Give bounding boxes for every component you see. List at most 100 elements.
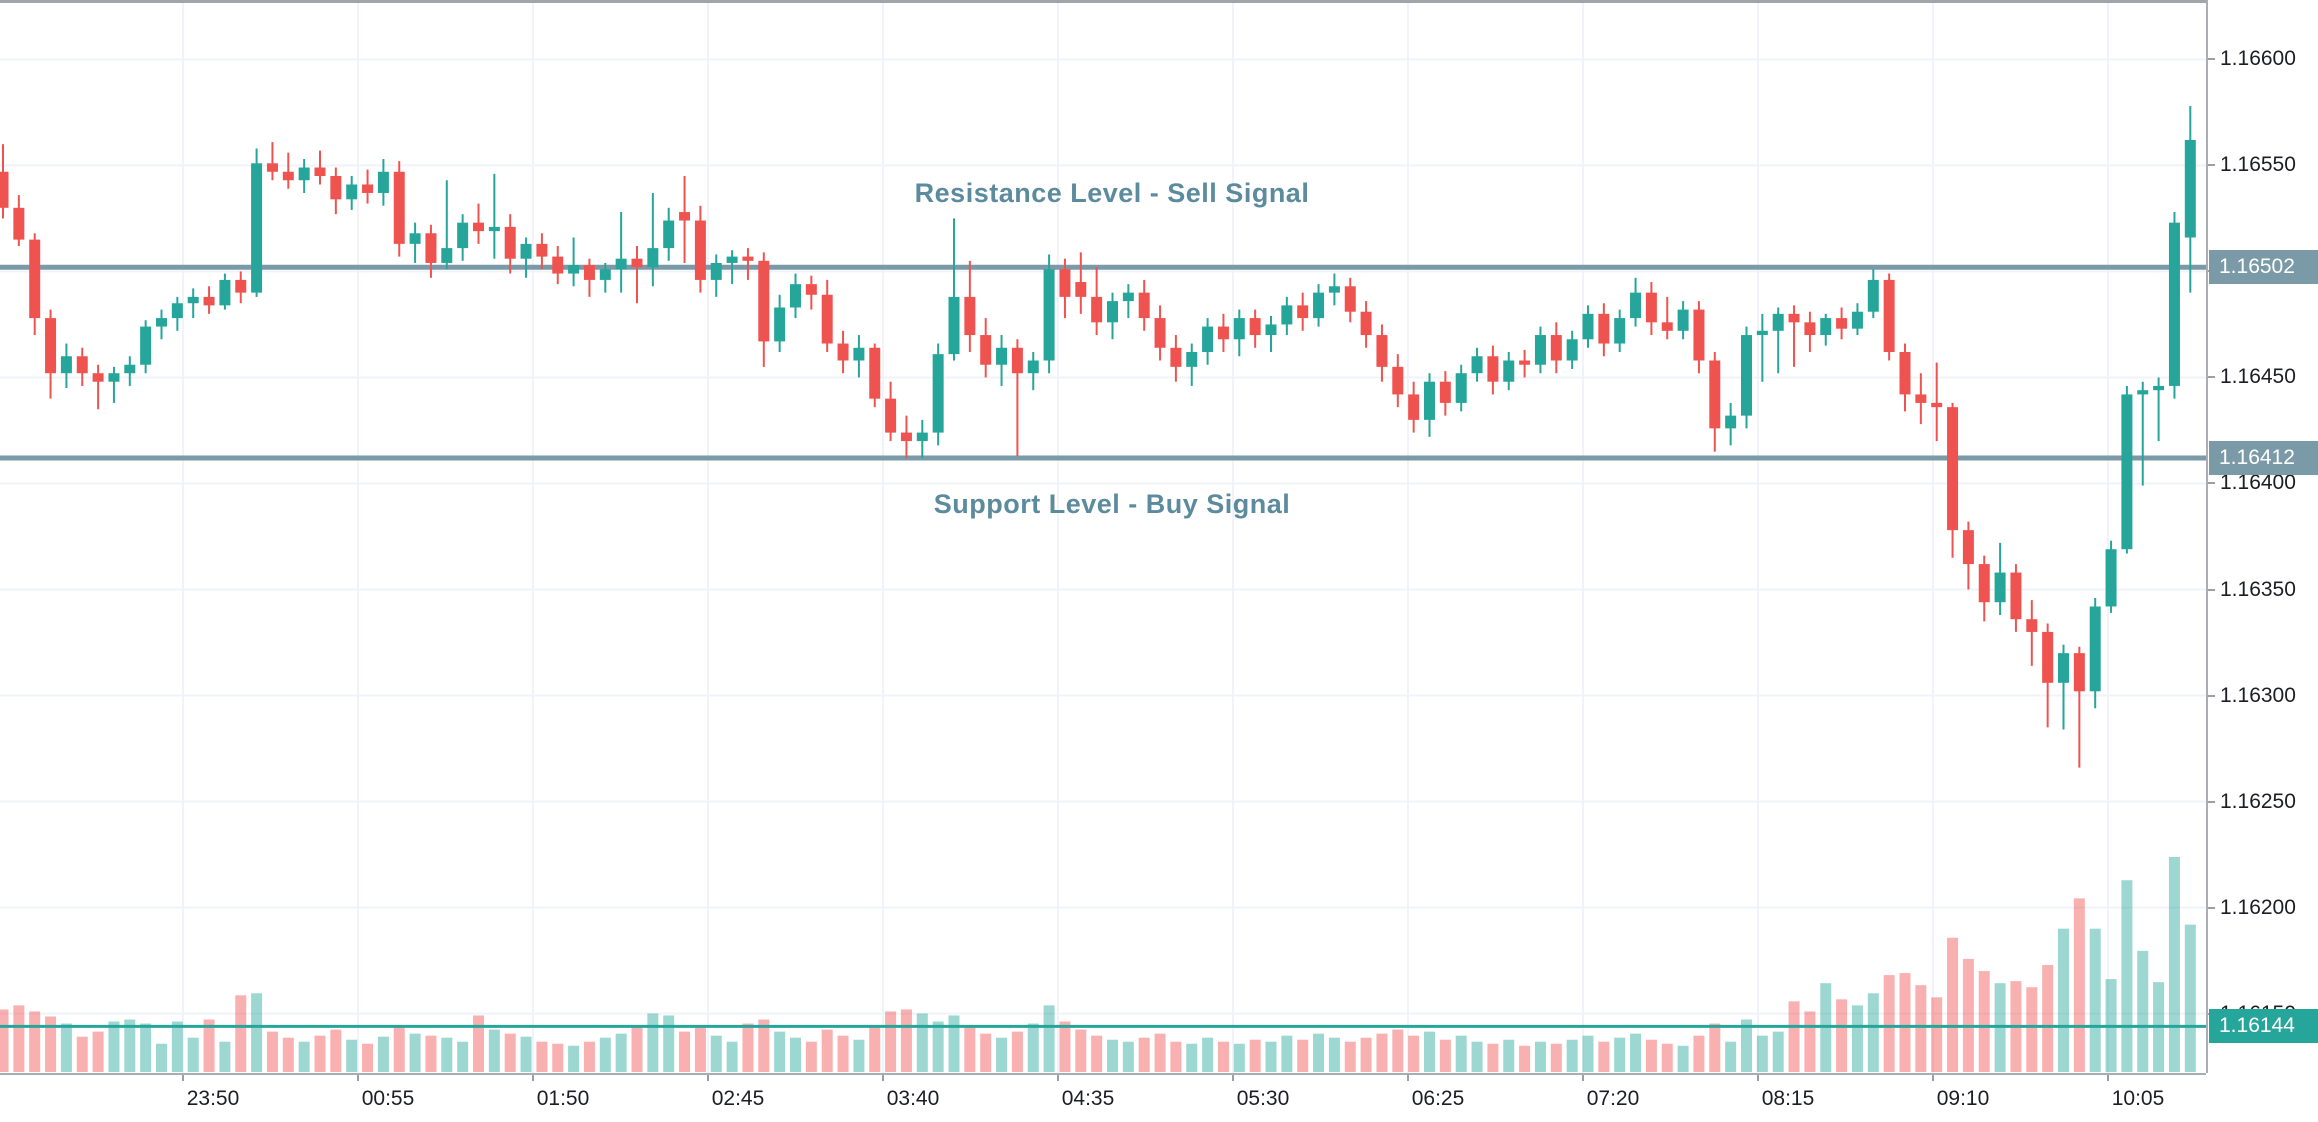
candle-body [1677, 309, 1689, 331]
candle-body [1170, 347, 1182, 367]
volume-bar [1376, 1033, 1388, 1072]
volume-bar [2073, 898, 2085, 1072]
volume-bar [552, 1043, 564, 1072]
volume-bar [504, 1033, 516, 1072]
time-tick [182, 1075, 184, 1081]
volume-bar [187, 1037, 199, 1072]
candle-body [1408, 394, 1420, 420]
volume-bar [1059, 1021, 1071, 1072]
candle-body [1202, 326, 1214, 353]
candle-body [964, 296, 976, 336]
time-tick-label: 10:05 [2111, 1087, 2165, 1110]
pane-top-border [0, 0, 2318, 3]
volume-bar [203, 1019, 215, 1072]
volume-bar [1851, 1005, 1863, 1072]
volume-bar [2058, 928, 2069, 1072]
volume-bar [235, 995, 247, 1072]
volume-bar [1836, 999, 1848, 1072]
volume-bar [520, 1036, 532, 1072]
candle-body [1899, 352, 1911, 395]
candle-body [996, 347, 1008, 365]
candle-body [536, 243, 548, 257]
candle-body [1503, 360, 1515, 382]
price-tick-label: 1.16250 [2220, 789, 2296, 813]
volume-bar [599, 1037, 611, 1072]
candle-body [235, 279, 247, 293]
candle-body [1756, 330, 1768, 336]
candle-body [790, 284, 801, 308]
candle-body [92, 373, 104, 382]
volume-bar [1202, 1037, 1214, 1072]
volume-bar [568, 1045, 580, 1072]
volume-bar [853, 1039, 865, 1072]
volume-bar [916, 1013, 928, 1072]
volume-bar [790, 1037, 801, 1072]
price-tick-label: 1.16550 [2220, 153, 2296, 177]
time-tick-label: 23:50 [186, 1087, 240, 1110]
candle-body [156, 318, 167, 327]
volume-bar [1614, 1037, 1626, 1072]
volume-bar [1741, 1019, 1752, 1072]
candle-body [330, 176, 342, 200]
candle-body [187, 296, 199, 304]
volume-bar [663, 1015, 675, 1072]
level-lines[interactable] [0, 264, 2206, 1028]
candle-body [1186, 352, 1198, 367]
price-axis[interactable]: 1.166001.165501.165001.164501.164001.163… [2206, 0, 2318, 1073]
candle-body [60, 356, 72, 374]
candle-body [1075, 282, 1087, 297]
candle-body [441, 248, 453, 263]
volume-bar [0, 1009, 9, 1072]
candle-body [1741, 335, 1752, 416]
candle-body [298, 167, 310, 181]
volume-bar [13, 1005, 25, 1072]
candle-body [2105, 549, 2117, 607]
price-tick [2208, 58, 2215, 61]
volume-bar [2184, 924, 2196, 1072]
candle-body [805, 284, 817, 295]
volume-bar [1645, 1039, 1657, 1072]
volume-bar [488, 1029, 500, 1072]
candle-body [393, 171, 405, 244]
price-tick-label: 1.16400 [2220, 471, 2296, 495]
candle-body [1487, 356, 1499, 382]
volume-bar [1344, 1041, 1356, 1072]
volume-bar [1122, 1041, 1134, 1072]
resistance-price-badge: 1.16502 [2209, 250, 2318, 285]
volume-bar [1408, 1035, 1420, 1072]
candle-body [1424, 381, 1435, 420]
candle-body [821, 294, 833, 344]
volume-bar [1772, 1031, 1784, 1072]
volume-bar [900, 1009, 912, 1072]
volume-bar [251, 993, 263, 1072]
candle-body [1566, 339, 1578, 361]
time-tick [1057, 1075, 1059, 1081]
candle-body [1107, 301, 1118, 323]
candle-body [1931, 402, 1943, 408]
candle-body [568, 265, 580, 274]
candle-body [1978, 564, 1990, 603]
time-tick [707, 1075, 709, 1081]
time-tick-label: 07:20 [1586, 1087, 1640, 1110]
volume-bar [156, 1043, 167, 1072]
candle-body [171, 303, 183, 319]
candle-body [1693, 309, 1705, 361]
candle-body [1313, 292, 1325, 319]
candle-body [520, 243, 532, 259]
volume-bar [1233, 1043, 1245, 1072]
volume-bar [1598, 1041, 1610, 1072]
price-tick-label: 1.16600 [2220, 47, 2296, 71]
volume-bar [1170, 1041, 1182, 1072]
candle-body [1820, 318, 1832, 336]
time-axis[interactable]: 23:50 00:55 01:50 02:45 03:40 04:35 05:30 06:25… [0, 1073, 2318, 1122]
volume-bar [171, 1021, 183, 1072]
candle-body [203, 296, 215, 306]
volume-bar [536, 1041, 548, 1072]
time-tick [2107, 1075, 2109, 1081]
volume-bar [948, 1015, 960, 1072]
volume-bar [694, 1027, 706, 1072]
support-annotation: Support Level - Buy Signal [933, 489, 1291, 519]
volume-bar [1313, 1033, 1325, 1072]
